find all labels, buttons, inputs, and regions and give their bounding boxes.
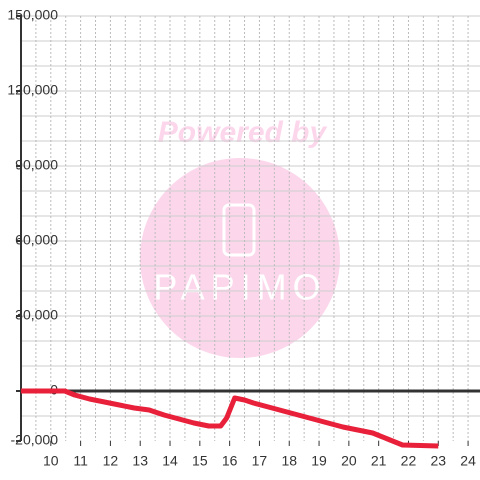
watermark-circle [140,158,340,358]
x-tick-label: 14 [162,453,178,469]
x-tick-label: 18 [281,453,297,469]
x-tick-label: 17 [252,453,268,469]
watermark-text: PAPIMO [153,267,326,308]
data-line [21,388,439,449]
y-tick-label: 120,000 [7,82,58,98]
y-tick-label: 30,000 [15,307,58,323]
y-tick-label: 90,000 [15,157,58,173]
x-tick-label: 12 [103,453,119,469]
x-tick-label: 20 [341,453,357,469]
x-tick-label: 24 [460,453,476,469]
watermark-icon [222,203,256,257]
x-tick-label: 15 [192,453,208,469]
x-tick-label: 13 [132,453,148,469]
x-tick-label: 19 [311,453,327,469]
x-tick-label: 23 [430,453,446,469]
y-tick-label: -20,000 [11,432,59,448]
watermark-text: Powered by [158,116,328,149]
watermark: Powered by PAPIMO [140,116,340,358]
y-tick-label: 150,000 [7,7,58,23]
x-tick-label: 22 [401,453,417,469]
x-tick-label: 11 [73,453,88,469]
x-tick-label: 16 [222,453,238,469]
x-tick-label: 10 [43,453,59,469]
y-tick-label: 60,000 [15,232,58,248]
x-tick-label: 21 [371,453,387,469]
